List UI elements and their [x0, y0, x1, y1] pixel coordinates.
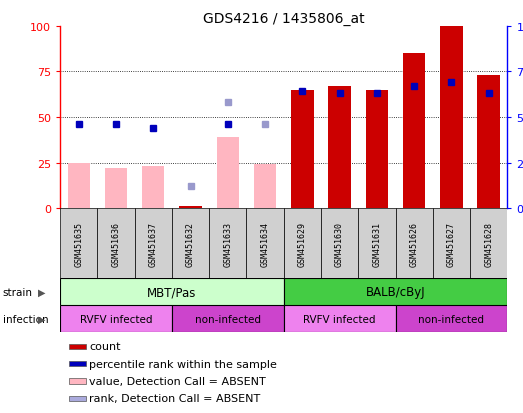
- Bar: [60, 306, 172, 332]
- Bar: [283, 279, 507, 306]
- Title: GDS4216 / 1435806_at: GDS4216 / 1435806_at: [203, 12, 365, 26]
- Text: rank, Detection Call = ABSENT: rank, Detection Call = ABSENT: [89, 394, 260, 404]
- Bar: [433, 209, 470, 279]
- Text: count: count: [89, 342, 121, 351]
- Text: GSM451634: GSM451634: [260, 221, 269, 266]
- Bar: [209, 209, 246, 279]
- Text: non-infected: non-infected: [418, 314, 484, 324]
- Text: GSM451630: GSM451630: [335, 221, 344, 266]
- Text: strain: strain: [3, 287, 32, 297]
- Bar: [67, 163, 90, 209]
- Text: GSM451637: GSM451637: [149, 221, 158, 266]
- Text: GSM451627: GSM451627: [447, 221, 456, 266]
- Text: GSM451636: GSM451636: [111, 221, 120, 266]
- Bar: [179, 207, 202, 209]
- Text: BALB/cByJ: BALB/cByJ: [366, 286, 425, 299]
- Text: infection: infection: [3, 314, 48, 324]
- Bar: [283, 209, 321, 279]
- Bar: [477, 76, 500, 209]
- Text: GSM451631: GSM451631: [372, 221, 381, 266]
- Bar: [403, 54, 425, 209]
- Bar: [366, 90, 388, 209]
- Bar: [358, 209, 395, 279]
- Bar: [172, 209, 209, 279]
- Bar: [60, 209, 97, 279]
- Text: GSM451635: GSM451635: [74, 221, 83, 266]
- Bar: [254, 165, 276, 209]
- Bar: [135, 209, 172, 279]
- Text: GSM451626: GSM451626: [410, 221, 418, 266]
- Text: GSM451632: GSM451632: [186, 221, 195, 266]
- Bar: [172, 306, 283, 332]
- Bar: [246, 209, 283, 279]
- Text: RVFV infected: RVFV infected: [303, 314, 376, 324]
- Text: GSM451628: GSM451628: [484, 221, 493, 266]
- Bar: [142, 167, 164, 209]
- Text: ▶: ▶: [38, 287, 46, 297]
- Bar: [283, 306, 395, 332]
- Text: RVFV infected: RVFV infected: [80, 314, 152, 324]
- Bar: [291, 90, 313, 209]
- Bar: [440, 27, 462, 209]
- Bar: [395, 306, 507, 332]
- Text: value, Detection Call = ABSENT: value, Detection Call = ABSENT: [89, 376, 266, 386]
- Bar: [328, 87, 351, 209]
- Bar: [395, 209, 433, 279]
- Bar: [179, 207, 202, 209]
- Bar: [60, 279, 283, 306]
- Bar: [69, 396, 86, 401]
- Text: GSM451633: GSM451633: [223, 221, 232, 266]
- Bar: [97, 209, 135, 279]
- Bar: [217, 138, 239, 209]
- Bar: [69, 344, 86, 349]
- Bar: [69, 378, 86, 384]
- Bar: [470, 209, 507, 279]
- Text: non-infected: non-infected: [195, 314, 261, 324]
- Bar: [69, 361, 86, 367]
- Bar: [105, 169, 127, 209]
- Text: percentile rank within the sample: percentile rank within the sample: [89, 359, 277, 369]
- Text: MBT/Pas: MBT/Pas: [147, 286, 197, 299]
- Text: ▶: ▶: [38, 314, 46, 324]
- Text: GSM451629: GSM451629: [298, 221, 307, 266]
- Bar: [321, 209, 358, 279]
